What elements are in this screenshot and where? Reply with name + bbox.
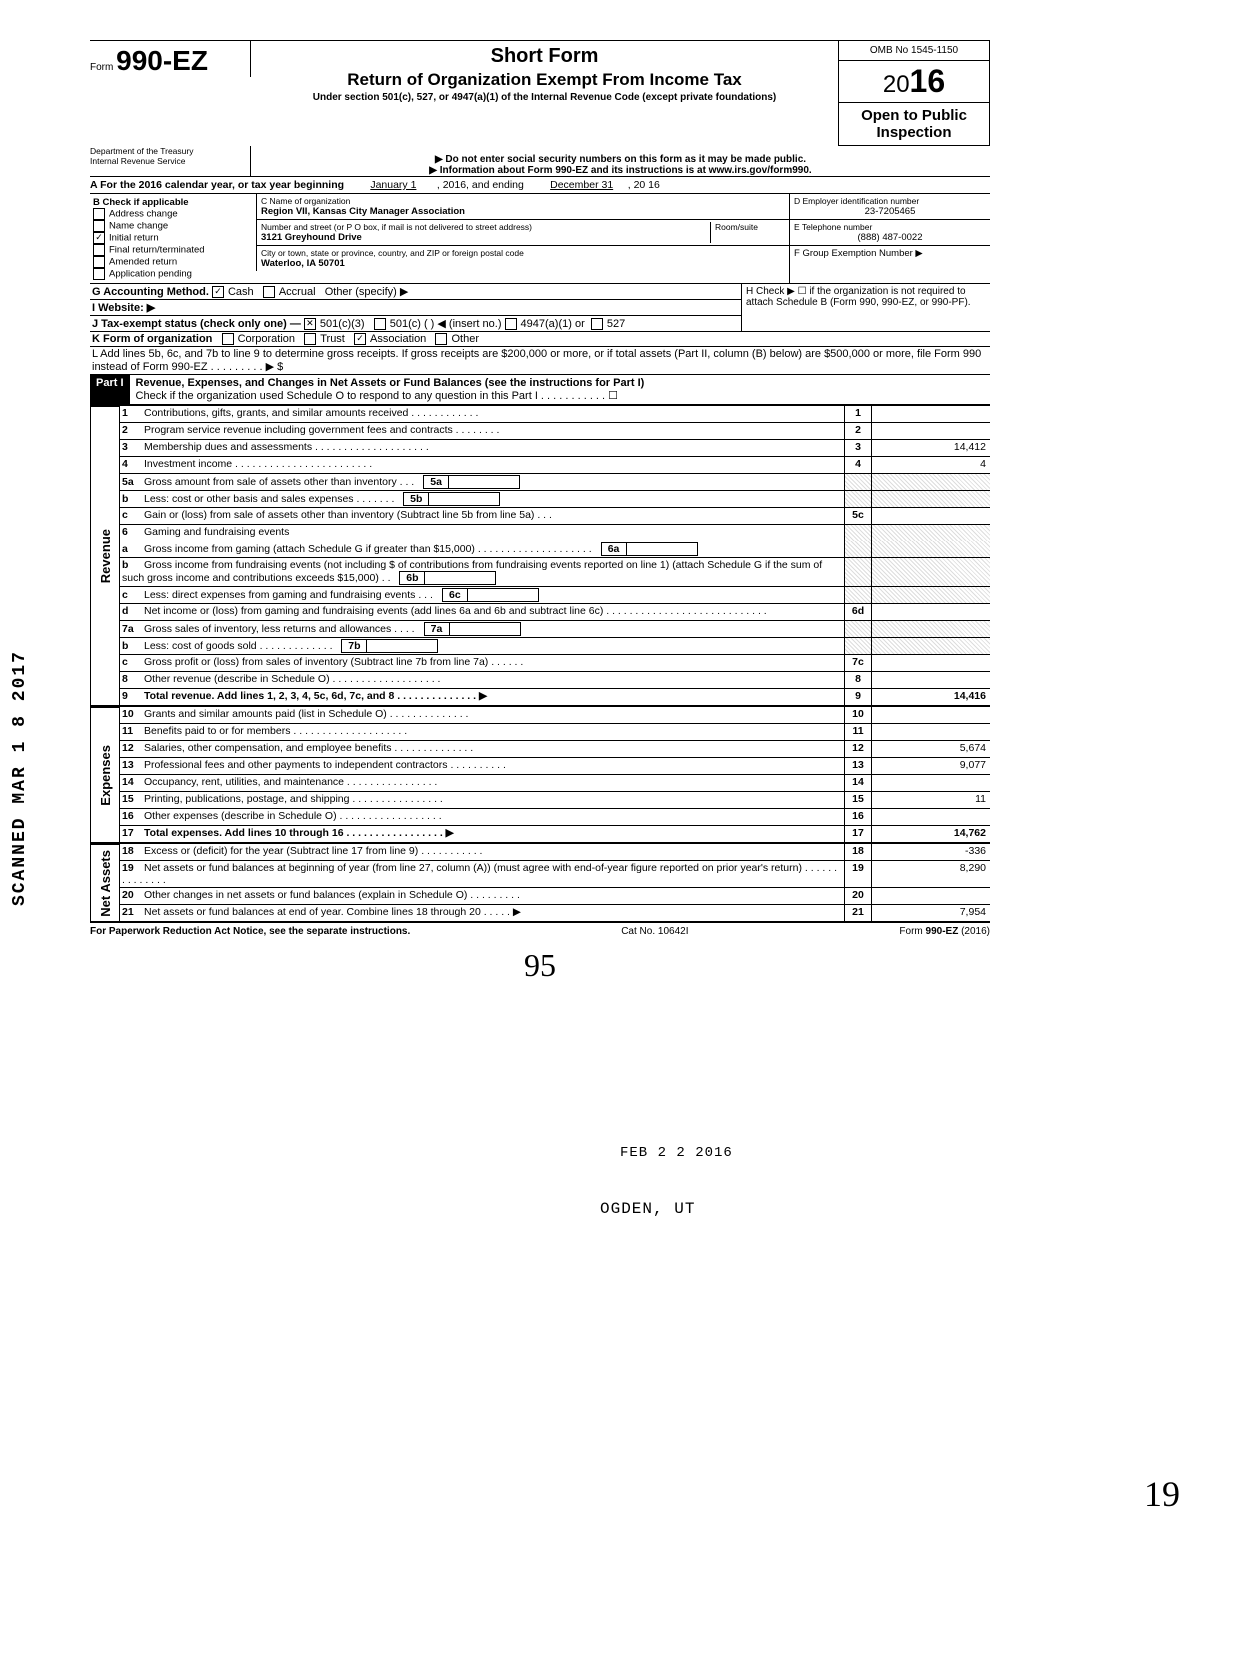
city-state-zip: Waterloo, IA 50701	[261, 258, 345, 269]
phone: (888) 487-0022	[794, 232, 986, 243]
label-street: Number and street (or P O box, if mail i…	[261, 222, 710, 232]
col-b-checkboxes: B Check if applicable Address change Nam…	[90, 194, 256, 283]
label-room: Room/suite	[710, 222, 785, 243]
line-6d: dNet income or (loss) from gaming and fu…	[120, 604, 990, 621]
form-number: 990-EZ	[116, 45, 208, 76]
line-11: 11Benefits paid to or for members . . . …	[120, 724, 990, 741]
line-8: 8Other revenue (describe in Schedule O) …	[120, 672, 990, 689]
line-6c: cLess: direct expenses from gaming and f…	[120, 587, 990, 604]
line-14: 14Occupancy, rent, utilities, and mainte…	[120, 775, 990, 792]
cb-4947[interactable]	[505, 318, 517, 330]
line-16: 16Other expenses (describe in Schedule O…	[120, 809, 990, 826]
form-header: Form 990-EZ Short Form Return of Organiz…	[90, 40, 990, 146]
stamp-received-date: FEB 2 2 2016	[620, 1145, 733, 1161]
cb-assoc[interactable]: ✓	[354, 333, 366, 345]
line-7c: cGross profit or (loss) from sales of in…	[120, 655, 990, 672]
line-1: 1Contributions, gifts, grants, and simil…	[120, 406, 990, 423]
footer-paperwork: For Paperwork Reduction Act Notice, see …	[90, 926, 410, 937]
form-prefix: Form	[90, 62, 113, 73]
line-12: 12Salaries, other compensation, and empl…	[120, 741, 990, 758]
tax-year: 2016	[839, 61, 989, 103]
line-15: 15Printing, publications, postage, and s…	[120, 792, 990, 809]
handwritten-19: 19	[1144, 1473, 1180, 1515]
footer-cat-no: Cat No. 10642I	[621, 926, 688, 937]
cb-corp[interactable]	[222, 333, 234, 345]
line-4: 4Investment income . . . . . . . . . . .…	[120, 457, 990, 474]
line-18: 18Excess or (deficit) for the year (Subt…	[120, 844, 990, 861]
subtitle: Under section 501(c), 527, or 4947(a)(1)…	[251, 92, 838, 103]
side-net-assets: Net Assets	[90, 844, 120, 922]
handwritten-95: 95	[90, 947, 990, 984]
scanned-stamp: SCANNED MAR 1 8 2017	[10, 650, 30, 906]
line-13: 13Professional fees and other payments t…	[120, 758, 990, 775]
label-ein: D Employer identification number	[794, 196, 986, 206]
line-19: 19Net assets or fund balances at beginni…	[120, 861, 990, 888]
cb-501c[interactable]	[374, 318, 386, 330]
label-city: City or town, state or province, country…	[261, 248, 785, 258]
line-5c: cGain or (loss) from sale of assets othe…	[120, 508, 990, 525]
row-g-accounting: G Accounting Method. ✓Cash Accrual Other…	[90, 284, 741, 299]
line-5b: bLess: cost or other basis and sales exp…	[120, 491, 990, 508]
line-10: 10Grants and similar amounts paid (list …	[120, 707, 990, 724]
cb-527[interactable]	[591, 318, 603, 330]
line-5a: 5aGross amount from sale of assets other…	[120, 474, 990, 491]
line-3: 3Membership dues and assessments . . . .…	[120, 440, 990, 457]
cb-final-return[interactable]	[93, 244, 105, 256]
side-expenses: Expenses	[90, 707, 120, 843]
line-7b: bLess: cost of goods sold . . . . . . . …	[120, 638, 990, 655]
label-phone: E Telephone number	[794, 222, 986, 232]
row-a-tax-year: A For the 2016 calendar year, or tax yea…	[90, 177, 990, 194]
label-group-exemption: F Group Exemption Number ▶	[790, 246, 990, 261]
line-6a: aGross income from gaming (attach Schedu…	[120, 541, 990, 558]
line-6b: bGross income from fundraising events (n…	[120, 558, 990, 587]
cb-501c3[interactable]: ✕	[304, 318, 316, 330]
side-revenue: Revenue	[90, 406, 120, 706]
street-address: 3121 Greyhound Drive	[261, 232, 362, 243]
line-21: 21Net assets or fund balances at end of …	[120, 905, 990, 922]
cb-accrual[interactable]	[263, 286, 275, 298]
label-org-name: C Name of organization	[261, 196, 785, 206]
part-1-header: Part I Revenue, Expenses, and Changes in…	[90, 375, 990, 405]
title-short-form: Short Form	[251, 45, 838, 68]
cb-pending[interactable]	[93, 268, 105, 280]
open-to-public: Open to Public Inspection	[839, 103, 989, 145]
org-name: Region VII, Kansas City Manager Associat…	[261, 206, 465, 217]
line-7a: 7aGross sales of inventory, less returns…	[120, 621, 990, 638]
title-return: Return of Organization Exempt From Incom…	[251, 70, 838, 90]
cb-address-change[interactable]	[93, 208, 105, 220]
cb-name-change[interactable]	[93, 220, 105, 232]
line-20: 20Other changes in net assets or fund ba…	[120, 888, 990, 905]
line-17: 17Total expenses. Add lines 10 through 1…	[120, 826, 990, 843]
dept-treasury: Department of the Treasury Internal Reve…	[90, 146, 251, 176]
ein: 23-7205465	[794, 206, 986, 217]
cb-trust[interactable]	[304, 333, 316, 345]
row-h-schedule-b: H Check ▶ ☐ if the organization is not r…	[741, 284, 990, 331]
note-ssn: ▶ Do not enter social security numbers o…	[251, 154, 990, 165]
row-l-gross-receipts: L Add lines 5b, 6c, and 7b to line 9 to …	[90, 347, 990, 375]
line-2: 2Program service revenue including gover…	[120, 423, 990, 440]
cb-other-org[interactable]	[435, 333, 447, 345]
line-9: 9Total revenue. Add lines 1, 2, 3, 4, 5c…	[120, 689, 990, 706]
omb-number: OMB No 1545-1150	[839, 41, 989, 61]
cb-cash[interactable]: ✓	[212, 286, 224, 298]
cb-initial-return[interactable]: ✓	[93, 232, 105, 244]
row-k-form-org: K Form of organization Corporation Trust…	[90, 332, 990, 347]
cb-amended[interactable]	[93, 256, 105, 268]
footer-form-no: Form 990-EZ (2016)	[899, 926, 990, 937]
row-j-tax-exempt: J Tax-exempt status (check only one) — ✕…	[90, 315, 741, 331]
stamp-ogden: OGDEN, UT	[600, 1200, 695, 1218]
line-6: 6Gaming and fundraising events	[120, 525, 990, 541]
note-instructions: ▶ Information about Form 990-EZ and its …	[251, 165, 990, 176]
row-i-website: I Website: ▶	[90, 299, 741, 315]
